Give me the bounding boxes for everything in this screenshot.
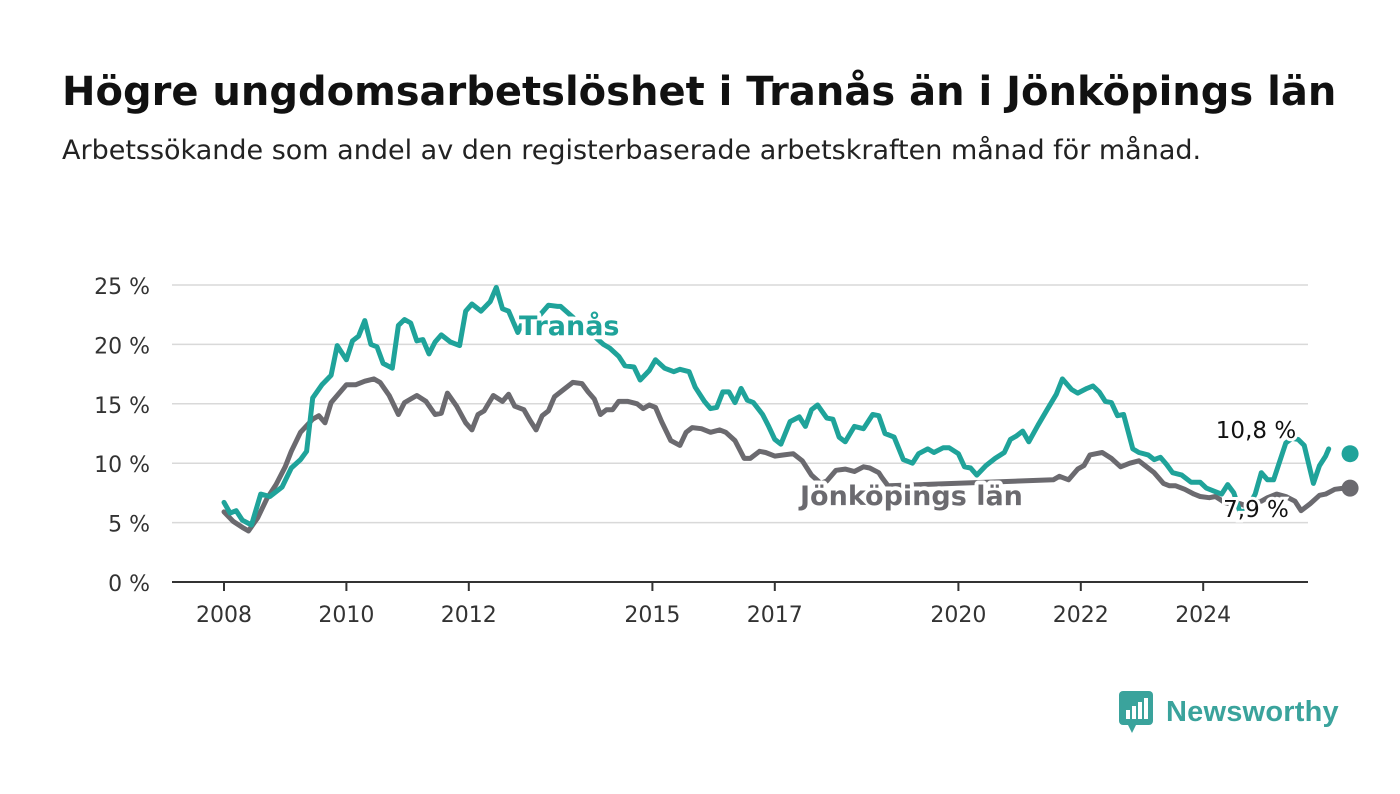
series-end-point-jonkoping	[1341, 479, 1359, 497]
y-tick-label: 10 %	[94, 453, 150, 478]
series-label-tranas: Tranås	[519, 310, 620, 342]
x-tick-label: 2024	[1175, 603, 1231, 628]
series-lines	[221, 284, 1359, 534]
y-tick-label: 15 %	[94, 394, 150, 419]
x-tick-label: 2020	[930, 603, 986, 628]
series-labels: Tranås Jönköpings län 10,8 % 7,9 %	[515, 306, 1299, 526]
x-tick-label: 2008	[196, 603, 252, 628]
y-tick-label: 20 %	[94, 334, 150, 359]
x-tick-label: 2022	[1053, 603, 1109, 628]
y-axis-ticks: 0 % 5 % 10 % 15 % 20 % 25 %	[94, 275, 150, 597]
series-line-jonkoping	[221, 376, 1347, 534]
chart-title: Högre ungdomsarbetslöshet i Tranås än i …	[62, 69, 1337, 115]
brand-logo[interactable]: Newsworthy	[1118, 690, 1339, 734]
brand-name: Newsworthy	[1166, 695, 1339, 728]
chart-subtitle: Arbetssökande som andel av den registerb…	[62, 135, 1202, 166]
x-tick-label: 2015	[624, 603, 680, 628]
y-tick-label: 5 %	[108, 513, 150, 538]
x-tick-label: 2012	[441, 603, 497, 628]
y-tick-label: 25 %	[94, 275, 150, 300]
newsworthy-logo-icon	[1119, 691, 1153, 733]
gridlines	[172, 284, 1308, 583]
series-label-jonkoping: Jönköpings län	[798, 481, 1023, 512]
end-value-jonkoping: 7,9 %	[1223, 497, 1289, 523]
series-line-tranas	[221, 284, 1332, 528]
series-end-point-tranas	[1341, 445, 1359, 463]
y-tick-label: 0 %	[108, 572, 150, 597]
end-value-tranas: 10,8 %	[1216, 418, 1296, 444]
x-tick-label: 2010	[318, 603, 374, 628]
x-tick-label: 2017	[747, 603, 803, 628]
x-axis-ticks: 2008 2010 2012 2015 2017 2020 2022 2024	[196, 582, 1231, 628]
